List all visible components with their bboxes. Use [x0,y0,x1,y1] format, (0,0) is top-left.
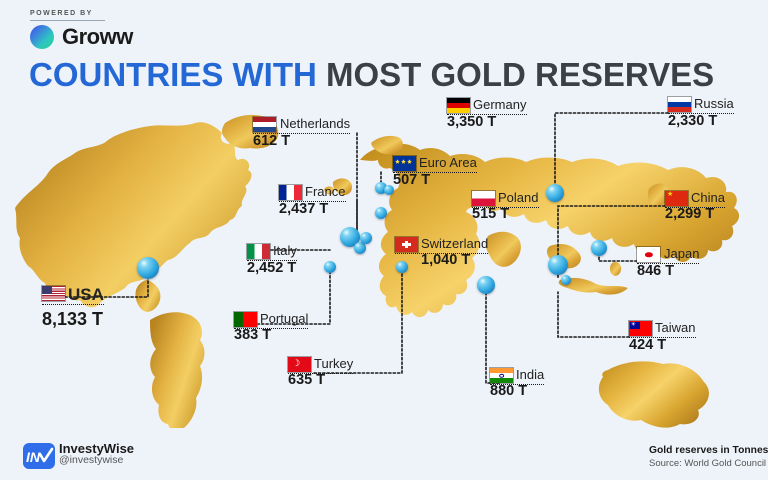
svg-text:IN: IN [26,449,41,465]
